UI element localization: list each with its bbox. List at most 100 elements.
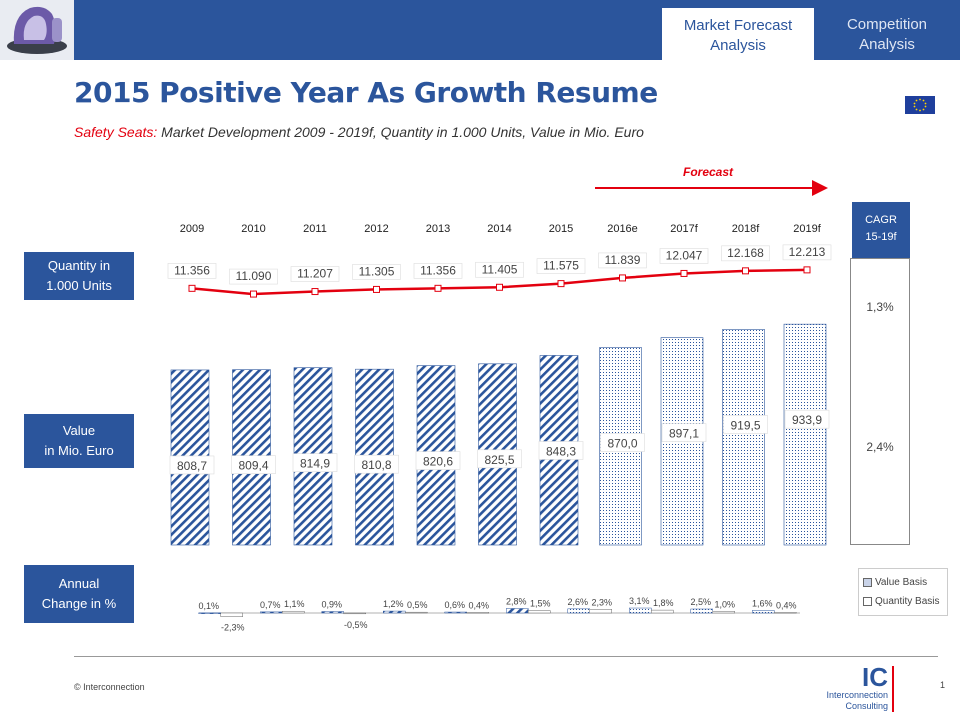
quantity-data-label: 11.405 [482,262,518,276]
eu-flag-icon [905,96,935,114]
quantity-point [557,280,565,288]
value-data-label: 848,3 [546,444,576,458]
change-quantity-bar [282,610,305,614]
change-quantity-label: 1,5% [530,599,551,609]
quantity-label-box [352,264,401,280]
value-label-line1: Value [62,423,96,438]
quantity-data-label: 12.213 [789,245,826,259]
change-value-bar [629,607,652,614]
quantity-data-label: 12.047 [666,248,703,262]
tab-label-line2: Analysis [859,36,915,53]
change-value-label: 1,6% [752,598,773,608]
cagr-header-line2: 15-19f [865,231,897,243]
quantity-point [496,283,503,291]
quantity-label-box [167,263,217,279]
quantity-data-label: 11.575 [543,259,579,273]
change-value-bar [260,611,283,614]
quantity-point [742,267,749,275]
year-label: 2012 [364,223,388,235]
change-quantity-bar [405,611,428,614]
change-value-label: 1,2% [383,599,404,609]
value-data-label: 810,8 [361,458,391,472]
year-label: 2009 [180,223,204,235]
change-quantity-label: -0,5% [344,620,368,630]
quantity-label-box [782,244,832,261]
year-label: 2016e [607,223,638,235]
value-label-box [661,423,707,442]
cagr-quantity-value: 1,3% [866,300,894,314]
legend-item-value-basis: Value Basis [863,573,943,592]
subtitle: Safety Seats: Market Development 2009 - … [74,124,644,140]
quantity-label-box [598,252,647,269]
value-data-label: 814,9 [300,457,330,471]
year-label: 2011 [303,223,327,235]
change-quantity-bar [774,612,797,614]
change-value-label: 0,1% [198,601,219,611]
year-label: 2018f [732,223,760,235]
change-quantity-label: 1,0% [714,599,735,609]
product-photo [0,0,74,60]
change-quantity-label: 1,8% [653,598,674,608]
quantity-data-label: 12.168 [727,246,764,260]
value-label: Value in Mio. Euro [24,414,134,468]
quantity-label-box [413,263,463,279]
change-quantity-bar [220,612,243,617]
quantity-point [434,284,442,292]
quantity-point [188,284,196,292]
change-value-bar [444,611,467,614]
change-quantity-label: -2,3% [221,623,245,633]
year-label: 2019f [793,223,821,235]
change-value-bar [321,611,344,614]
tab-label-line1: Competition [846,16,928,33]
value-label-box [354,454,399,474]
value-data-label: 820,6 [423,455,453,469]
legend-label-value-basis: Value Basis [875,577,928,588]
change-value-bar [506,608,529,614]
year-label: 2013 [426,223,450,235]
change-quantity-bar [466,612,489,614]
quantity-label-line2: 1.000 Units [46,278,112,293]
tab-market-forecast-analysis[interactable]: Market Forecast Analysis [662,0,814,60]
quantity-label-box [290,266,340,282]
year-label: 2017f [670,223,698,235]
car-seat-icon [7,6,67,54]
quantity-point [311,288,319,296]
change-value-label: 0,7% [260,600,281,610]
legend-swatch-value [863,577,872,587]
value-label-line2: in Mio. Euro [44,443,114,458]
value-data-label: 809,4 [238,459,268,473]
year-label: 2010 [241,223,265,235]
quantity-label-box [229,268,278,285]
logo-mark: IC [862,662,888,692]
quantity-point [619,274,626,282]
quantity-label-box [659,248,709,264]
change-quantity-bar [343,612,366,615]
year-label: 2015 [549,223,573,235]
change-value-bar [198,612,221,614]
change-value-label: 2,6% [567,597,588,607]
quantity-label-box [721,245,770,262]
value-data-label: 919,5 [730,418,760,432]
logo-line2: Consulting [845,701,888,711]
value-label-box [784,409,830,429]
quantity-point [373,285,380,293]
value-label-box [477,449,522,469]
tab-competition-analysis[interactable]: Competition Analysis [814,0,960,60]
footer-divider [74,656,938,657]
value-label-box [723,415,768,434]
change-value-label: 2,8% [506,597,527,607]
quantity-data-label: 11.356 [174,263,210,277]
tab-label-line1: Market Forecast [683,17,793,34]
legend-swatch-quantity [863,596,872,606]
value-bar [783,323,827,546]
logo-line1: Interconnection [826,690,888,700]
value-label-box [538,441,584,460]
value-label-box [292,453,338,472]
page-number: 1 [940,680,946,690]
value-label-box [415,451,461,470]
change-value-label: 3,1% [629,596,650,606]
quantity-data-label: 11.839 [605,253,641,267]
annual-label-line2: Change in % [41,596,117,611]
change-quantity-label: 0,5% [407,600,428,610]
